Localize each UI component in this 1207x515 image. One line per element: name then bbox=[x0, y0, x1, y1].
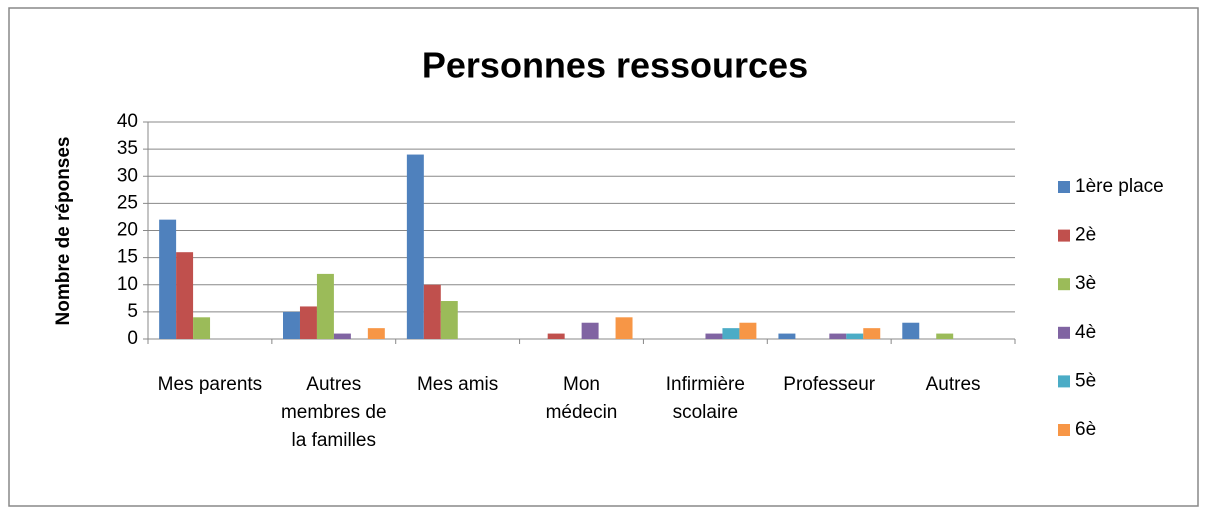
y-tick-label: 15 bbox=[117, 247, 138, 268]
x-tick-label: Mes amis bbox=[416, 374, 499, 395]
bar bbox=[423, 284, 441, 339]
legend-swatch bbox=[1058, 375, 1070, 388]
legend-label: 4è bbox=[1075, 322, 1096, 343]
legend-swatch bbox=[1058, 181, 1070, 193]
bar bbox=[829, 333, 847, 339]
bar bbox=[739, 322, 757, 339]
x-tick-label: Mon médecin bbox=[545, 374, 618, 423]
legend-label: 3è bbox=[1075, 273, 1096, 294]
bar bbox=[440, 301, 458, 339]
y-tick-label: 35 bbox=[117, 138, 138, 159]
bar bbox=[846, 333, 864, 339]
bar bbox=[722, 328, 740, 339]
bar bbox=[333, 333, 351, 339]
y-tick-label: 5 bbox=[127, 301, 138, 322]
bar bbox=[778, 333, 796, 339]
bar bbox=[299, 306, 317, 339]
chart-title: Personnes ressources bbox=[422, 45, 808, 86]
bar bbox=[176, 252, 194, 339]
legend-swatch bbox=[1058, 326, 1070, 339]
bar bbox=[705, 333, 723, 339]
y-tick-label: 30 bbox=[117, 165, 138, 186]
chart-border bbox=[8, 7, 1199, 507]
bar bbox=[316, 273, 334, 339]
legend-label: 1ère place bbox=[1075, 176, 1164, 197]
bar bbox=[547, 333, 565, 339]
bar bbox=[936, 333, 954, 339]
bar bbox=[615, 317, 633, 339]
bar bbox=[406, 154, 424, 339]
x-tick-label: Professeur bbox=[783, 374, 876, 395]
y-axis-title: Nombre de réponses bbox=[53, 137, 74, 326]
bar bbox=[367, 328, 385, 339]
y-tick-label: 20 bbox=[117, 220, 138, 241]
y-tick-label: 10 bbox=[117, 274, 138, 295]
x-tick-label: Autres bbox=[925, 374, 981, 395]
x-tick-label: Autres membres de la familles bbox=[280, 374, 387, 451]
x-tick-label: Mes parents bbox=[157, 374, 263, 395]
x-tick-label: Infirmière scolaire bbox=[665, 374, 745, 423]
bar bbox=[863, 328, 881, 339]
y-tick-label: 25 bbox=[117, 192, 138, 213]
bar bbox=[193, 317, 211, 339]
legend-label: 6è bbox=[1075, 419, 1096, 440]
bar bbox=[902, 322, 920, 339]
y-tick-label: 0 bbox=[127, 328, 138, 349]
legend-swatch bbox=[1058, 278, 1070, 291]
y-tick-label: 40 bbox=[117, 111, 138, 132]
legend-label: 2è bbox=[1075, 225, 1096, 246]
bar bbox=[581, 322, 599, 339]
legend-swatch bbox=[1058, 424, 1070, 436]
legend-label: 5è bbox=[1075, 370, 1096, 391]
bar bbox=[283, 311, 300, 339]
legend-swatch bbox=[1058, 229, 1070, 242]
bar bbox=[159, 219, 177, 339]
